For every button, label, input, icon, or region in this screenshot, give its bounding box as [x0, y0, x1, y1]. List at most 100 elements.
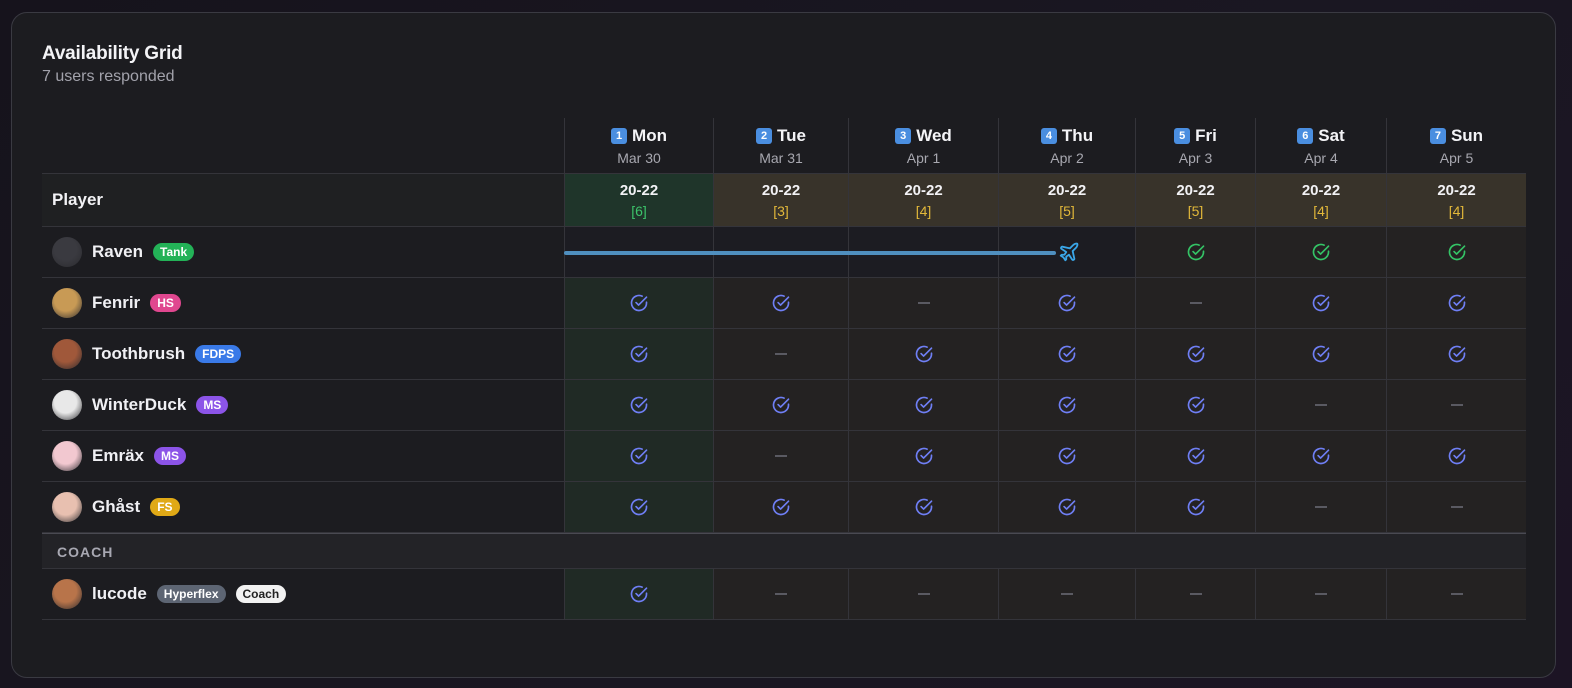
availability-cell-sat[interactable]	[1255, 227, 1386, 277]
time-slot-thu[interactable]: 20-22 [5]	[998, 174, 1135, 226]
availability-cell-sat[interactable]	[1255, 380, 1386, 430]
availability-cell-thu[interactable]	[998, 329, 1135, 379]
availability-cell-tue[interactable]	[713, 569, 848, 619]
availability-cell-tue[interactable]	[713, 278, 848, 328]
availability-cell-fri[interactable]	[1135, 278, 1255, 328]
slot-count: [5]	[1059, 202, 1075, 219]
check-circle-icon	[630, 585, 648, 603]
check-circle-icon	[630, 345, 648, 363]
availability-cell-thu[interactable]	[998, 482, 1135, 532]
availability-cell-fri[interactable]	[1135, 569, 1255, 619]
availability-cell-mon[interactable]	[564, 431, 713, 481]
player-cell: Emräx MS	[42, 431, 564, 481]
availability-cell-fri[interactable]	[1135, 329, 1255, 379]
player-name: Raven	[92, 242, 144, 261]
availability-cell-sun[interactable]	[1386, 431, 1526, 481]
availability-cell-wed[interactable]	[848, 569, 998, 619]
availability-cell-thu[interactable]	[998, 431, 1135, 481]
role-badge: Coach	[235, 585, 287, 603]
player-cell: Raven Tank	[42, 227, 564, 277]
day-label: Fri	[1195, 125, 1217, 145]
availability-cell-sat[interactable]	[1255, 569, 1386, 619]
unavailable-dash	[1189, 593, 1202, 595]
slot-count: [4]	[915, 202, 932, 219]
availability-cell-tue[interactable]	[713, 380, 848, 430]
player-cell: Fenrir HS	[42, 278, 564, 328]
unavailable-dash	[1450, 506, 1463, 508]
availability-cell-sat[interactable]	[1255, 482, 1386, 532]
availability-cell-fri[interactable]	[1135, 482, 1255, 532]
availability-cell-mon[interactable]	[564, 329, 713, 379]
time-slot-row: Player 20-22 [6] 20-22 [3] 20-22 [4] 20-22 [5] 20…	[42, 174, 1526, 227]
availability-cell-sat[interactable]	[1255, 329, 1386, 379]
check-circle-icon	[1448, 345, 1465, 363]
check-circle-icon	[915, 498, 932, 516]
card-title: Availability Grid	[42, 43, 183, 64]
availability-cell-mon[interactable]	[564, 482, 713, 532]
availability-cell-sun[interactable]	[1386, 569, 1526, 619]
avatar	[52, 339, 82, 369]
player-row: WinterDuck MS	[42, 380, 1526, 431]
availability-cell-fri[interactable]	[1135, 227, 1255, 277]
player-name: Fenrir	[92, 293, 141, 312]
availability-cell-sun[interactable]	[1386, 278, 1526, 328]
travel-bar	[564, 251, 1056, 255]
day-date: Mar 30	[617, 149, 661, 166]
day-date: Mar 31	[759, 149, 803, 166]
check-circle-icon	[772, 498, 790, 516]
availability-cell-fri[interactable]	[1135, 380, 1255, 430]
availability-cell-sun[interactable]	[1386, 329, 1526, 379]
player-name: Toothbrush	[92, 344, 186, 363]
availability-cell-tue[interactable]	[713, 329, 848, 379]
check-circle-icon	[1312, 243, 1330, 261]
slot-count: [3]	[773, 202, 789, 219]
availability-cell-tue[interactable]	[713, 482, 848, 532]
day-date: Apr 3	[1178, 149, 1213, 166]
time-slot-sun[interactable]: 20-22 [4]	[1386, 174, 1526, 226]
availability-cell-thu[interactable]	[998, 569, 1135, 619]
time-slot-mon[interactable]: 20-22 [6]	[564, 174, 713, 226]
day-date: Apr 5	[1439, 149, 1474, 166]
availability-cell-wed[interactable]	[848, 329, 998, 379]
availability-cell-mon[interactable]	[564, 278, 713, 328]
availability-cell-wed[interactable]	[848, 431, 998, 481]
player-row: lucode Hyperflex Coach	[42, 569, 1526, 620]
unavailable-dash	[1189, 302, 1202, 304]
availability-cell-sat[interactable]	[1255, 431, 1386, 481]
availability-cell-sun[interactable]	[1386, 482, 1526, 532]
check-circle-icon	[915, 345, 932, 363]
availability-cell-thu[interactable]	[998, 278, 1135, 328]
availability-cell-sun[interactable]	[1386, 380, 1526, 430]
check-circle-icon	[630, 294, 648, 312]
player-name: lucode	[92, 584, 147, 603]
avatar	[52, 492, 82, 522]
availability-cell-mon[interactable]	[564, 380, 713, 430]
check-circle-icon	[1187, 498, 1204, 516]
unavailable-dash	[1315, 593, 1327, 595]
role-badge: FS	[150, 498, 180, 516]
role-badge: Hyperflex	[156, 585, 226, 603]
day-date: Apr 2	[1050, 149, 1084, 166]
time-slot-sat[interactable]: 20-22 [4]	[1255, 174, 1386, 226]
time-slot-wed[interactable]: 20-22 [4]	[848, 174, 998, 226]
role-badge: MS	[196, 396, 229, 414]
day-name: 4 Thu	[1040, 126, 1093, 146]
availability-cell-fri[interactable]	[1135, 431, 1255, 481]
day-header-thu: 4 Thu Apr 2	[998, 118, 1135, 173]
availability-cell-thu[interactable]	[998, 380, 1135, 430]
availability-cell-mon[interactable]	[564, 569, 713, 619]
availability-cell-sun[interactable]	[1386, 227, 1526, 277]
availability-cell-sat[interactable]	[1255, 278, 1386, 328]
availability-cell-wed[interactable]	[848, 380, 998, 430]
availability-cell-wed[interactable]	[848, 482, 998, 532]
availability-cell-wed[interactable]	[848, 278, 998, 328]
time-slot-tue[interactable]: 20-22 [3]	[713, 174, 848, 226]
day-number-badge: 4	[1040, 127, 1057, 144]
avatar	[52, 579, 82, 609]
availability-cell-tue[interactable]	[713, 431, 848, 481]
unavailable-dash	[1315, 404, 1327, 406]
time-slot-fri[interactable]: 20-22 [5]	[1135, 174, 1255, 226]
check-circle-icon	[1058, 396, 1076, 414]
day-number-badge: 1	[611, 127, 628, 144]
